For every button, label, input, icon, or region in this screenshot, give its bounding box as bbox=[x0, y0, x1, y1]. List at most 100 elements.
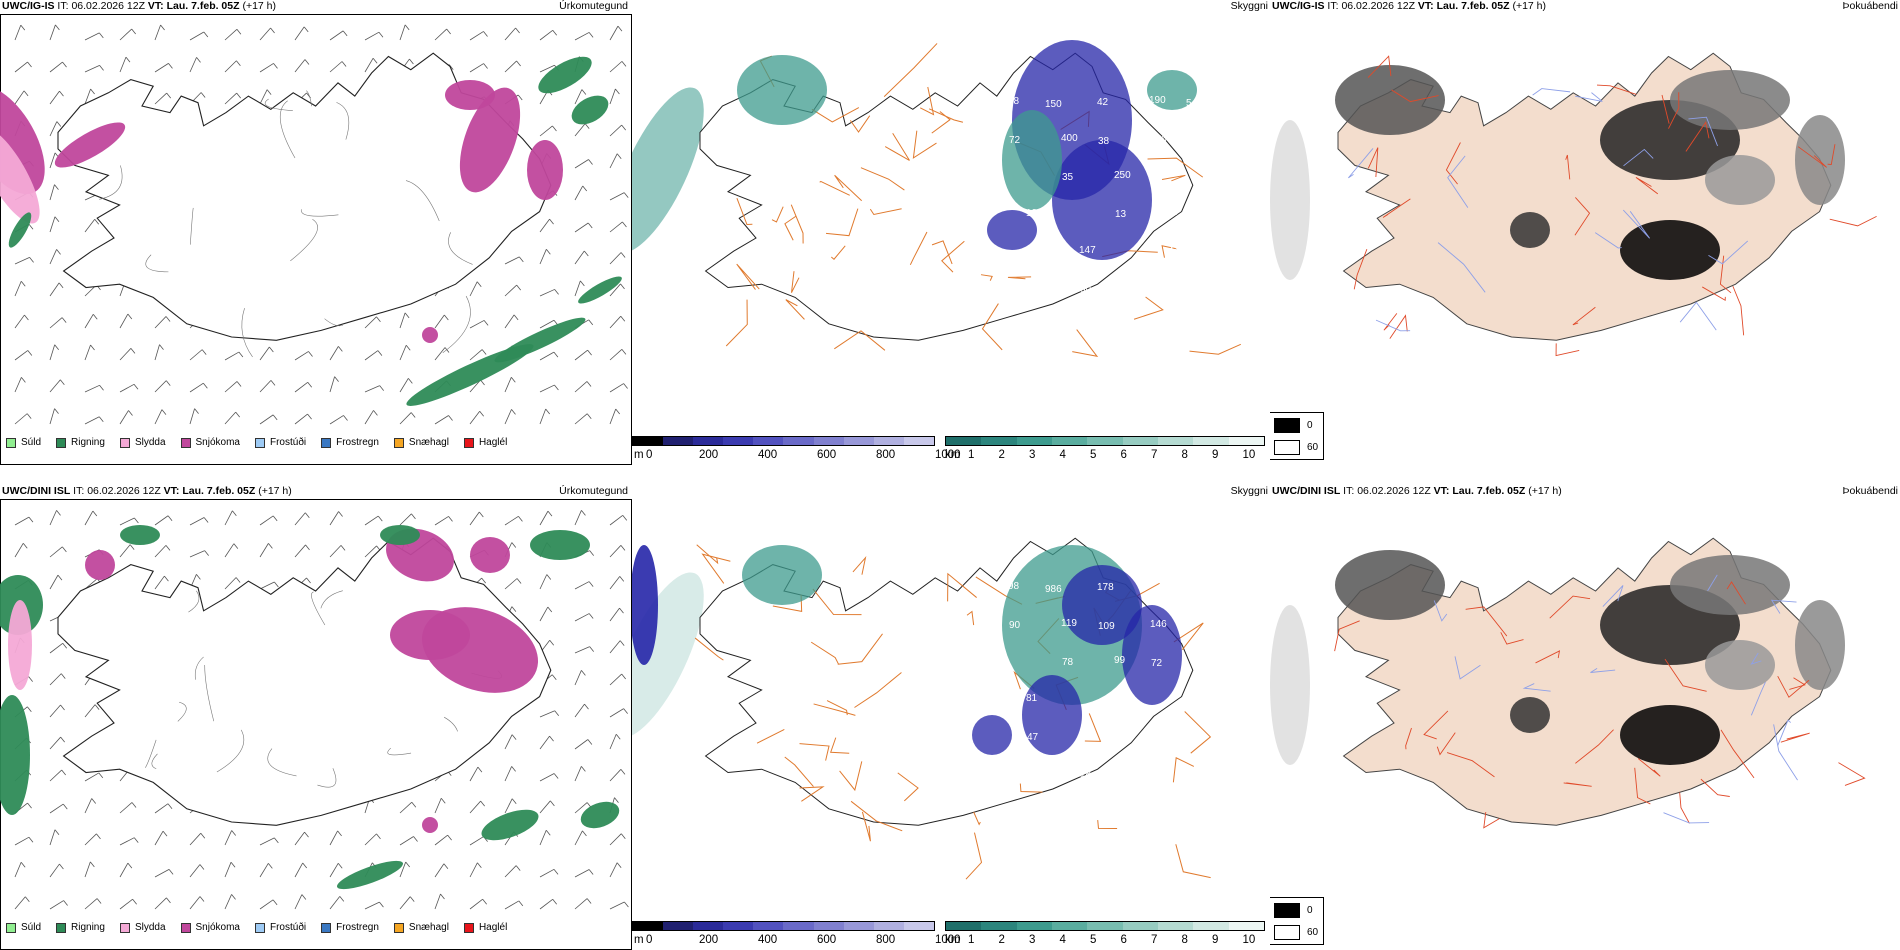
visibility-value-label: 81 bbox=[1026, 693, 1038, 704]
init-time-label-fog: IT: bbox=[1327, 0, 1342, 12]
visibility-value-label: 72 bbox=[1009, 135, 1021, 146]
precip-legend-label: Snjókoma bbox=[195, 437, 240, 448]
visibility-value-label: 13 bbox=[1115, 209, 1127, 220]
elevation-tick: 0 bbox=[646, 449, 653, 461]
visibility-value-label: 38 bbox=[1098, 136, 1110, 147]
valid-time-label: VT: bbox=[147, 0, 167, 12]
valid-time-fog: Lau. 7.feb. 05Z bbox=[1452, 485, 1529, 497]
model-name: UWC/IG-IS bbox=[2, 0, 55, 12]
precip-legend-item: Frostúði bbox=[254, 922, 306, 933]
elevation-color-step bbox=[663, 922, 694, 930]
elevation-tick: 0 bbox=[646, 934, 653, 946]
visibility-colorbar bbox=[945, 921, 1265, 931]
visibility-value-label: 10 bbox=[1186, 583, 1198, 594]
elevation-tick: 800 bbox=[876, 449, 896, 461]
precip-legend-swatch bbox=[6, 437, 16, 448]
fog-legend-light-swatch bbox=[1274, 440, 1300, 455]
precip-legend-label: Snjókoma bbox=[195, 922, 240, 933]
fog-indicator-map bbox=[1270, 52, 1877, 357]
precip-legend-item: Rigning bbox=[56, 922, 105, 933]
visibility-value-label: 53 bbox=[1220, 244, 1232, 255]
init-time: 06.02.2026 12Z bbox=[87, 485, 164, 497]
visibility-map: 70 986 109 72 74 47 18 103 10 90 78 51 48 20 209 178 146… bbox=[632, 537, 1233, 880]
valid-time-label-fog: VT: bbox=[1433, 485, 1453, 497]
precip-legend-label: Súld bbox=[21, 437, 42, 448]
precip-legend-label: Snæhagl bbox=[408, 922, 449, 933]
visibility-value-label: 150 bbox=[1045, 99, 1062, 110]
visibility-value-label: 51 bbox=[1115, 694, 1127, 705]
fog-legend-dark-swatch bbox=[1274, 418, 1300, 433]
precip-map bbox=[0, 24, 629, 425]
precip-legend-swatch bbox=[254, 437, 265, 448]
visibility-value-label: 62 bbox=[1203, 656, 1215, 667]
precip-legend-swatch bbox=[321, 922, 332, 933]
precip-legend-label: Haglél bbox=[478, 922, 508, 933]
elevation-color-step bbox=[813, 922, 844, 930]
precip-legend-swatch bbox=[321, 437, 332, 448]
visibility-color-step bbox=[981, 437, 1017, 445]
elevation-color-step bbox=[753, 922, 784, 930]
visibility-value-label: 82 bbox=[1027, 247, 1039, 258]
visibility-map: 97 150 38 12 59 82 90 58 54 72 35 13 44 46 34 42 156 10 12… bbox=[632, 40, 1242, 358]
elevation-tick: 600 bbox=[817, 934, 837, 946]
visibility-value-label: 146 bbox=[1150, 619, 1167, 630]
visibility-color-step bbox=[1193, 922, 1229, 930]
elevation-color-step bbox=[723, 437, 754, 445]
lead-time: (+17 h) bbox=[242, 0, 277, 12]
visibility-value-label: 119 bbox=[1061, 618, 1077, 629]
model-name-fog: UWC/DINI ISL bbox=[1272, 485, 1341, 497]
visibility-value-label: 44 bbox=[1168, 246, 1180, 257]
fog-panel-title: Þokuábendi bbox=[1842, 0, 1898, 12]
init-time-fog: 06.02.2026 12Z bbox=[1357, 485, 1434, 497]
precip-legend-label: Slydda bbox=[134, 922, 166, 933]
precip-legend-item: Súld bbox=[6, 922, 41, 933]
model-name-fog: UWC/IG-IS bbox=[1272, 0, 1325, 12]
visibility-value-label: 54 bbox=[1186, 98, 1198, 109]
visibility-color-step bbox=[1228, 437, 1264, 445]
visibility-value-label: 34 bbox=[1044, 320, 1056, 331]
visibility-tick: 2 bbox=[998, 934, 1005, 946]
precip-legend-item: Frostregn bbox=[321, 437, 379, 448]
valid-time: Lau. 7.feb. 05Z bbox=[182, 485, 259, 497]
fog-indicator-panel: UWC/IG-IS IT: 06.02.2026 12Z VT: Lau. 7.… bbox=[1270, 0, 1900, 465]
visibility-tick: 7 bbox=[1151, 449, 1158, 461]
visibility-value-label: 190 bbox=[1149, 95, 1166, 106]
visibility-color-step bbox=[1122, 922, 1158, 930]
precip-legend-swatch bbox=[119, 437, 130, 448]
elevation-tick: 400 bbox=[758, 934, 778, 946]
visibility-value-label: 58 bbox=[1133, 321, 1145, 332]
elevation-tick: 200 bbox=[699, 934, 719, 946]
precip-legend-item: Haglél bbox=[463, 437, 507, 448]
precip-legend-swatch bbox=[254, 922, 265, 933]
visibility-value-label: 209 bbox=[1044, 805, 1061, 816]
lead-time-fog: (+17 h) bbox=[1512, 0, 1547, 12]
elevation-color-step bbox=[693, 922, 724, 930]
precip-legend-swatch bbox=[463, 437, 474, 448]
visibility-value-label: 16 bbox=[1202, 132, 1214, 143]
visibility-value-label: 63 bbox=[1043, 281, 1055, 292]
fog-legend-dark-swatch bbox=[1274, 903, 1300, 918]
visibility-tick: 6 bbox=[1120, 934, 1127, 946]
elevation-color-step bbox=[813, 437, 844, 445]
visibility-value-label: 20 bbox=[1221, 768, 1233, 779]
visibility-tick: 1 bbox=[968, 934, 975, 946]
visibility-panel-title: Skyggni bbox=[1230, 485, 1268, 497]
visibility-tick: 2 bbox=[998, 449, 1005, 461]
precip-legend-label: Súld bbox=[21, 922, 42, 933]
precip-legend-swatch bbox=[119, 922, 130, 933]
visibility-value-label: 70 bbox=[992, 547, 1004, 558]
visibility-color-step bbox=[1157, 922, 1194, 930]
precip-legend-item: Rigning bbox=[56, 437, 105, 448]
visibility-value-label: 155 bbox=[1079, 730, 1096, 741]
valid-time: Lau. 7.feb. 05Z bbox=[166, 0, 243, 12]
visibility-color-step bbox=[946, 922, 982, 930]
precip-legend-swatch bbox=[6, 922, 16, 933]
forecast-row-dini: UWC/DINI ISL IT: 06.02.2026 12Z VT: Lau.… bbox=[0, 485, 1900, 950]
fog-legend-light-label: 60 bbox=[1307, 927, 1319, 938]
visibility-color-step bbox=[1157, 437, 1194, 445]
visibility-panel: 97 150 38 12 59 82 90 58 54 72 35 13 44 46 34 42 156 10 12… bbox=[632, 0, 1270, 465]
visibility-value-label: 72 bbox=[1151, 658, 1163, 669]
precip-type-legend: Súld Rigning Slydda Snjókoma Frostúði Frostre… bbox=[6, 922, 522, 933]
precip-type-legend: Súld Rigning Slydda Snjókoma Frostúði Frostre… bbox=[6, 437, 522, 448]
visibility-value-label: 78 bbox=[1008, 96, 1020, 107]
